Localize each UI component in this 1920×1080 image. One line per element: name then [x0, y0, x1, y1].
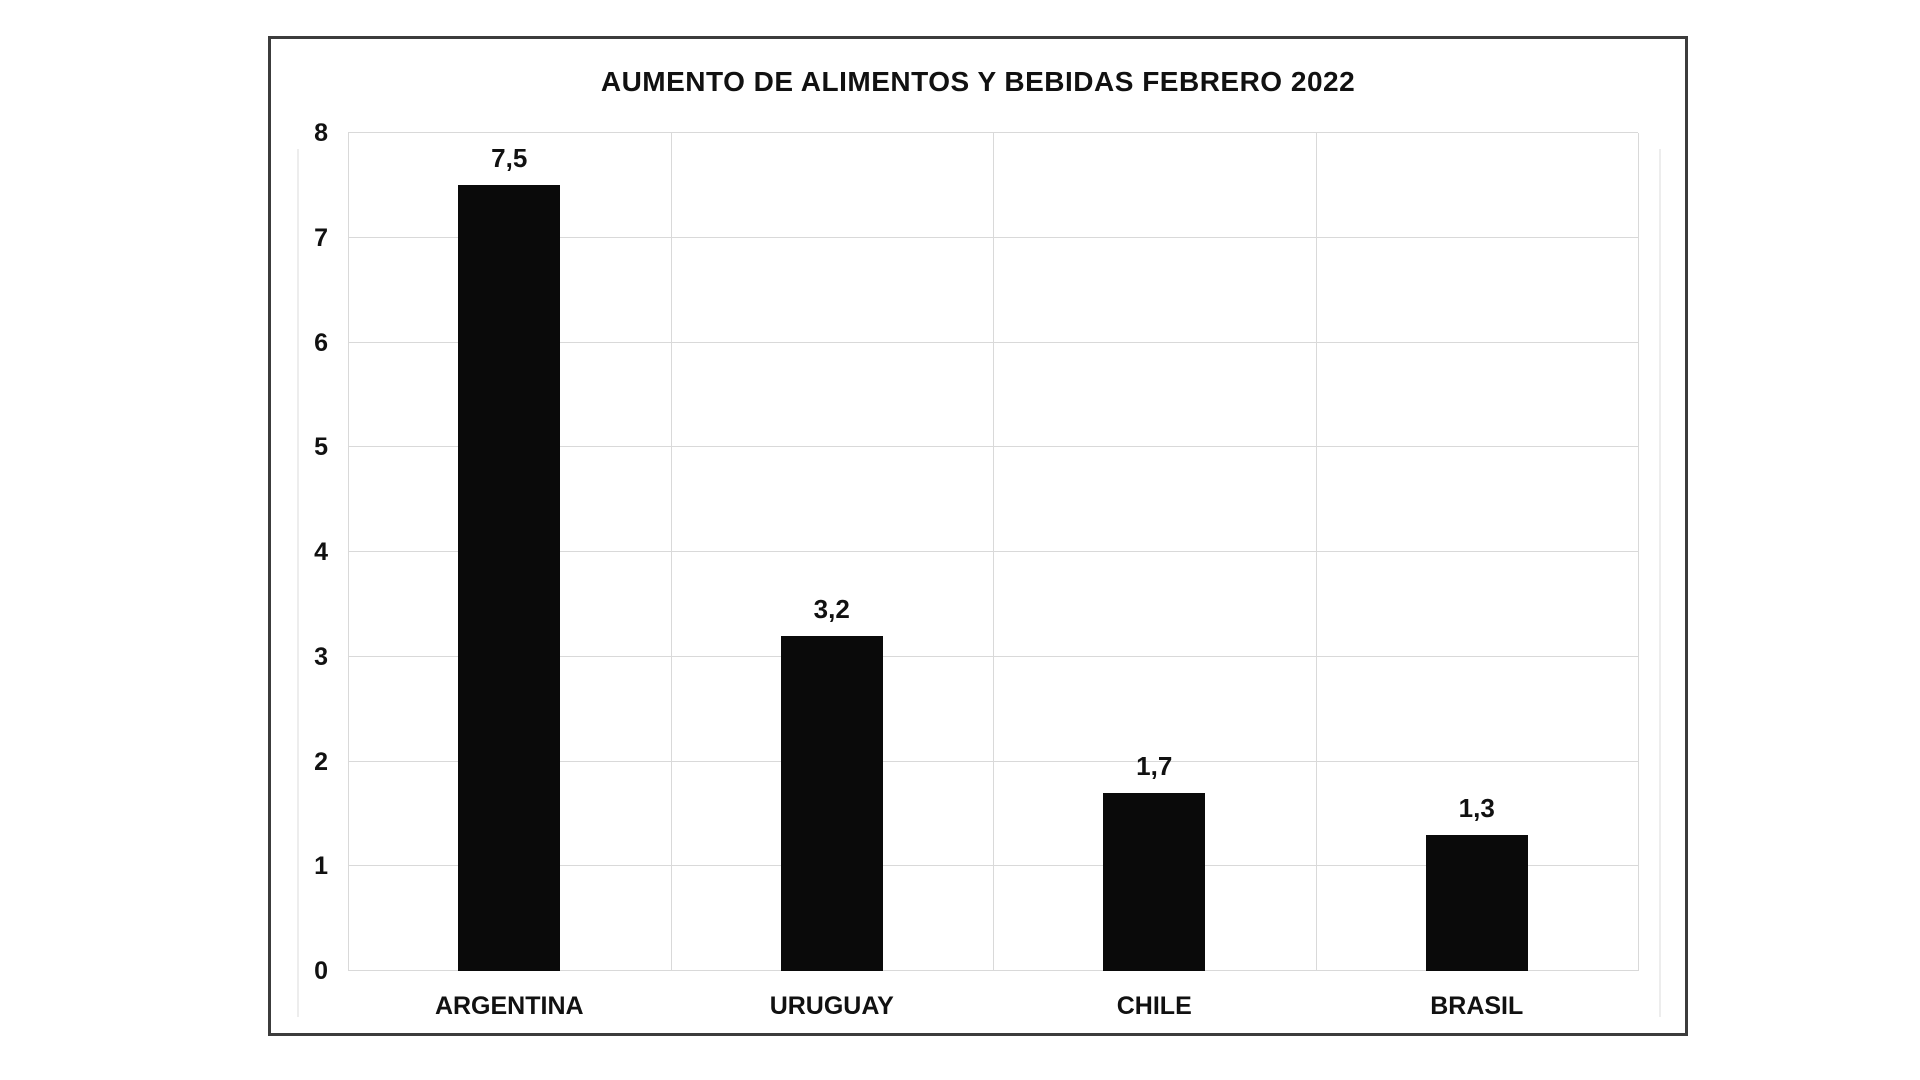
bar-value-label: 3,2 [813, 593, 850, 624]
bar-chile [1103, 792, 1206, 971]
gridline-vertical [348, 133, 349, 971]
x-axis-category-label: ARGENTINA [434, 992, 584, 1020]
y-axis-tick-label: 1 [314, 852, 328, 881]
plot-inner-guide-left [297, 149, 299, 1017]
gridline-vertical [993, 133, 994, 971]
bar-value-label: 7,5 [491, 143, 528, 174]
y-axis-tick-label: 4 [314, 538, 328, 566]
gridline-vertical [1315, 133, 1317, 971]
gridline-horizontal [348, 132, 1638, 133]
chart-frame: AUMENTO DE ALIMENTOS Y BEBIDAS FEBRERO 2… [268, 36, 1688, 1036]
gridline-vertical [1638, 133, 1639, 971]
bar-value-label: 1,3 [1458, 792, 1495, 823]
x-axis-category-label: CHILE [1116, 992, 1192, 1020]
gridline-vertical [670, 133, 672, 971]
y-axis-tick-label: 6 [314, 328, 328, 357]
chart-title: AUMENTO DE ALIMENTOS Y BEBIDAS FEBRERO 2… [600, 66, 1356, 97]
y-axis-tick-label: 8 [314, 119, 328, 147]
bar-value-label: 1,7 [1136, 750, 1173, 781]
x-axis-category-label: BRASIL [1430, 992, 1524, 1020]
y-axis-tick-label: 5 [314, 433, 328, 462]
y-axis-tick-label: 2 [314, 747, 328, 776]
y-axis-tick-label: 7 [314, 223, 328, 252]
x-axis-category-label: URUGUAY [769, 992, 894, 1020]
y-axis-tick-label: 0 [314, 957, 328, 985]
bar-argentina [458, 185, 561, 971]
plot-inner-guide-right [1659, 149, 1661, 1017]
bar-uruguay [780, 635, 883, 971]
bar-brasil [1425, 834, 1528, 971]
plot-area: 0 1 2 3 4 5 6 7 8 7,5 ARGENTINA 3,2 URUGUAY 1,7 CHILE 1… [314, 119, 1639, 1020]
y-axis-tick-label: 3 [314, 642, 328, 671]
